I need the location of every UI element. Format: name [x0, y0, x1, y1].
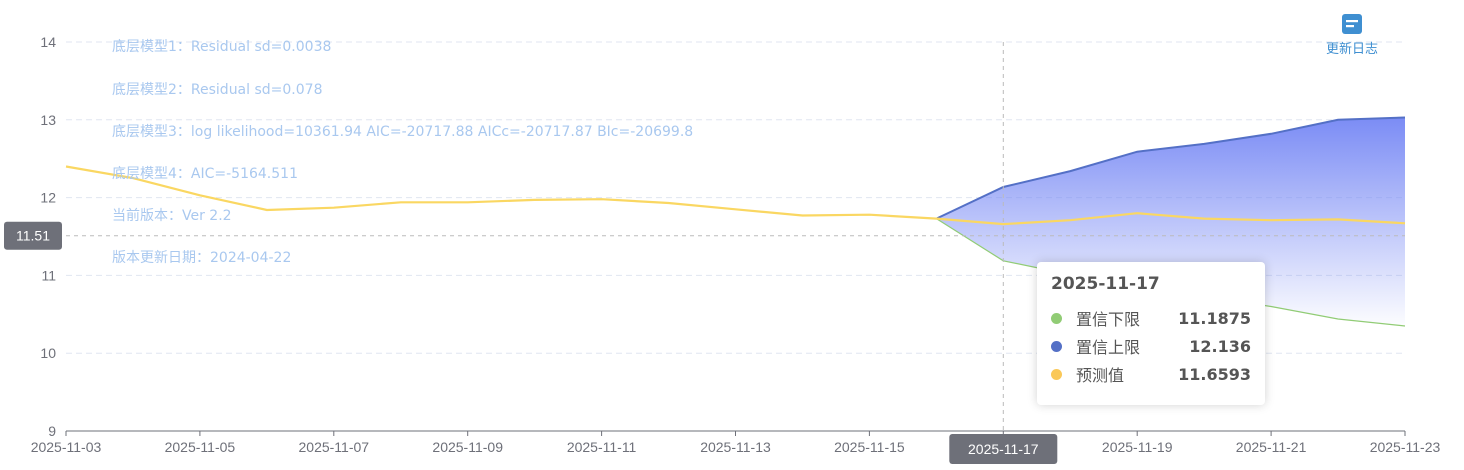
changelog-label: 更新日志	[1325, 42, 1378, 57]
x-tick-label: 2025-11-23	[1370, 439, 1441, 455]
x-tick-label: 2025-11-11	[567, 439, 637, 455]
x-tick-label: 2025-11-15	[834, 439, 905, 455]
x-tick-label: 2025-11-07	[299, 439, 370, 455]
y-pointer-label: 11.51	[16, 228, 50, 244]
model-note: 版本更新日期：2024-04-22	[112, 250, 291, 266]
model-note: 底层模型1：Residual sd=0.0038	[112, 39, 331, 55]
tooltip-row-value: 11.6593	[1178, 364, 1251, 384]
axis-pointer[interactable]: 11.51 2025-11-17	[4, 42, 1405, 464]
forecast-line	[65, 165, 1406, 226]
y-tick-label: 14	[40, 34, 56, 50]
tooltip-row-value: 11.1875	[1178, 308, 1251, 328]
tooltip-row-name: 预测值	[1076, 366, 1125, 385]
x-pointer-label: 2025-11-17	[968, 441, 1039, 457]
lower-bound-marker	[1051, 312, 1062, 324]
upper-bound-marker	[1051, 340, 1062, 352]
model-notes: 底层模型1：Residual sd=0.0038 底层模型2：Residual s…	[112, 39, 693, 266]
y-tick-label: 12	[40, 190, 56, 206]
x-tick-label: 2025-11-13	[700, 439, 771, 455]
model-note: 底层模型4：AIC=-5164.511	[112, 166, 298, 182]
model-note: 当前版本：Ver 2.2	[112, 207, 232, 224]
y-tick-label: 9	[48, 423, 56, 439]
x-tick-label: 2025-11-09	[432, 439, 503, 455]
confidence-band	[936, 117, 1405, 326]
x-tick-label: 2025-11-19	[1102, 439, 1173, 455]
tooltip-row-upper: 置信上限 12.136	[1051, 332, 1251, 360]
x-tick-label: 2025-11-05	[165, 439, 236, 455]
x-tick-label: 2025-11-21	[1236, 439, 1307, 455]
x-tick-label: 2025-11-03	[31, 439, 102, 455]
tooltip-row-value: 12.136	[1189, 336, 1251, 356]
model-note: 底层模型3：log likelihood=10361.94 AIC=-20717…	[112, 124, 693, 140]
changelog-button[interactable]: 更新日志	[1316, 12, 1388, 57]
y-tick-label: 10	[40, 345, 56, 361]
forecast-marker	[1051, 368, 1062, 380]
model-note: 底层模型2：Residual sd=0.078	[112, 82, 322, 98]
tooltip-row-name: 置信上限	[1076, 338, 1141, 357]
x-pointer-label-box	[949, 434, 1058, 464]
document-list-icon	[1342, 14, 1362, 34]
y-tick-label: 13	[40, 112, 56, 128]
tooltip-row-name: 置信下限	[1076, 310, 1141, 329]
y-pointer-label-box	[4, 221, 62, 250]
y-tick-label: 11	[41, 267, 56, 283]
tooltip-row-forecast: 预测值 11.6593	[1051, 360, 1251, 388]
upper-bound-line	[935, 116, 1406, 220]
confidence-band-area	[936, 117, 1405, 326]
tooltip-title: 2025-11-17	[1051, 274, 1160, 294]
axes: 9 10 11 12 13 14 2025-11-03 2025-11-05 2025-11-0…	[31, 34, 1441, 455]
tooltip-row-lower: 置信下限 11.1875	[1051, 304, 1251, 332]
data-tooltip: 2025-11-17 置信下限 11.1875 置信上限 12.136 预测值 …	[1037, 262, 1265, 405]
